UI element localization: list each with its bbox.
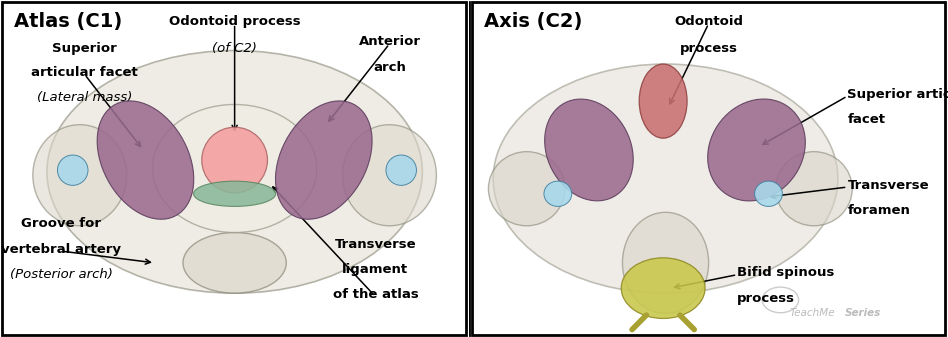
Text: articular facet: articular facet bbox=[31, 66, 137, 79]
Text: facet: facet bbox=[848, 113, 885, 126]
Ellipse shape bbox=[621, 258, 705, 318]
Text: TeachMe: TeachMe bbox=[790, 308, 835, 318]
Text: ligament: ligament bbox=[342, 263, 409, 276]
Ellipse shape bbox=[276, 101, 372, 219]
Ellipse shape bbox=[775, 152, 852, 226]
Text: (Posterior arch): (Posterior arch) bbox=[9, 268, 113, 281]
Text: foramen: foramen bbox=[848, 204, 910, 217]
Ellipse shape bbox=[46, 51, 423, 293]
Text: Atlas (C1): Atlas (C1) bbox=[14, 12, 122, 31]
Text: Superior articular: Superior articular bbox=[848, 88, 948, 101]
Text: Transverse: Transverse bbox=[848, 179, 929, 192]
Ellipse shape bbox=[33, 125, 127, 226]
Text: process: process bbox=[738, 292, 795, 305]
Ellipse shape bbox=[183, 233, 286, 293]
Ellipse shape bbox=[193, 181, 276, 206]
Text: of the atlas: of the atlas bbox=[333, 288, 418, 301]
Ellipse shape bbox=[708, 99, 805, 201]
Text: Odontoid: Odontoid bbox=[674, 15, 743, 28]
Ellipse shape bbox=[545, 99, 633, 201]
Ellipse shape bbox=[755, 181, 782, 206]
Text: (of C2): (of C2) bbox=[212, 42, 257, 55]
Ellipse shape bbox=[98, 101, 193, 219]
Text: Series: Series bbox=[845, 308, 882, 318]
Ellipse shape bbox=[342, 125, 436, 226]
Text: Superior: Superior bbox=[52, 42, 117, 55]
Text: Axis (C2): Axis (C2) bbox=[483, 12, 582, 31]
Ellipse shape bbox=[544, 181, 572, 206]
Ellipse shape bbox=[202, 127, 267, 193]
Ellipse shape bbox=[639, 64, 687, 138]
Text: Odontoid process: Odontoid process bbox=[169, 15, 301, 28]
Ellipse shape bbox=[493, 64, 838, 293]
Text: Transverse: Transverse bbox=[335, 238, 416, 251]
Ellipse shape bbox=[153, 104, 317, 233]
Text: Groove for: Groove for bbox=[21, 217, 101, 231]
Text: (Lateral mass): (Lateral mass) bbox=[37, 91, 132, 104]
Text: process: process bbox=[680, 42, 738, 55]
Text: Bifid spinous: Bifid spinous bbox=[738, 266, 835, 279]
Ellipse shape bbox=[623, 212, 708, 313]
Text: Anterior: Anterior bbox=[358, 35, 421, 49]
Text: vertebral artery: vertebral artery bbox=[1, 243, 121, 256]
Ellipse shape bbox=[58, 155, 88, 185]
Text: arch: arch bbox=[374, 61, 406, 74]
Ellipse shape bbox=[386, 155, 416, 185]
Ellipse shape bbox=[488, 152, 565, 226]
